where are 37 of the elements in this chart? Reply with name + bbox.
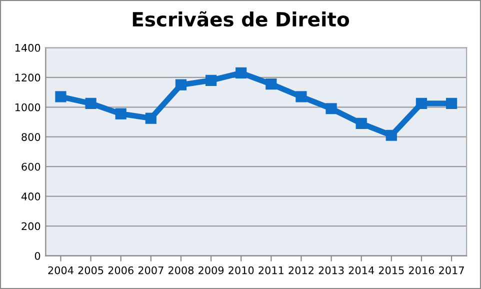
point (266, 78, 277, 90)
x-tick-label: 2010 (228, 266, 254, 274)
x-tick-label: 2011 (258, 266, 284, 274)
point (236, 67, 247, 79)
chart-title: Escrivães de Direito (132, 11, 350, 27)
y-tick-label: 1000 (15, 103, 40, 112)
point (296, 91, 307, 102)
x-tick-label: 2007 (138, 266, 164, 274)
x-tick-label: 2004 (48, 266, 74, 274)
y-tick-label: 400 (21, 192, 40, 200)
point (326, 103, 337, 114)
point (446, 98, 458, 109)
x-tick-label: 2014 (348, 266, 374, 274)
point (115, 108, 126, 120)
y-tick-label: 1200 (15, 74, 40, 82)
y-tick-label: 200 (22, 222, 40, 230)
point (416, 98, 428, 109)
point (175, 79, 187, 90)
x-tick-label: 2015 (378, 266, 404, 274)
point (55, 91, 66, 102)
x-tick-label: 2009 (198, 266, 224, 274)
point (205, 74, 217, 86)
point (85, 98, 96, 109)
x-tick-label: 2008 (168, 266, 194, 274)
point (145, 112, 156, 124)
x-tick-label: 2017 (439, 266, 464, 274)
y-tick-label: 600 (22, 162, 40, 171)
x-tick-label: 2006 (108, 266, 134, 274)
y-tick-label: 800 (22, 133, 40, 141)
x-tick-label: 2016 (408, 266, 434, 274)
x-tick-label: 2012 (288, 266, 314, 274)
point (356, 118, 367, 130)
y-tick-label: 0 (34, 252, 40, 260)
y-tick-label: 1400 (15, 44, 40, 52)
point (386, 130, 397, 141)
x-tick-label: 2013 (318, 266, 344, 274)
x-tick-label: 2005 (78, 266, 104, 274)
